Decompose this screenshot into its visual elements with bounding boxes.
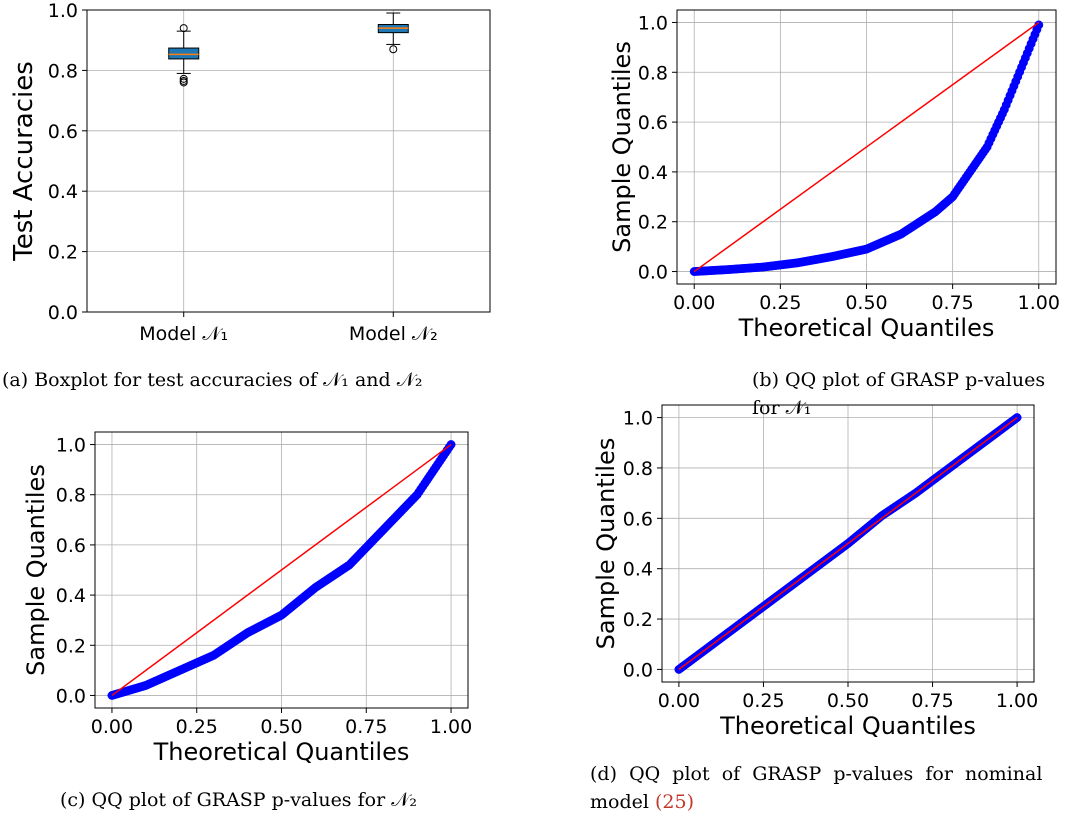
- caption-b: (b) QQ plot of GRASP p-values for 𝒩₁: [752, 369, 1046, 419]
- caption-c: (c) QQ plot of GRASP p-values for 𝒩₂: [60, 789, 418, 811]
- x-tick-label: 0.50: [260, 716, 302, 738]
- x-axis-label: Theoretical Quantiles: [719, 712, 976, 740]
- outlier-point: [179, 24, 188, 33]
- citation-link[interactable]: (25): [654, 791, 694, 813]
- outlier-point: [179, 74, 188, 83]
- y-tick-label: 0.8: [638, 62, 668, 84]
- x-tick-label: 0.00: [658, 690, 700, 712]
- y-axis-label: Sample Quantiles: [592, 438, 620, 650]
- y-tick-label: 0.2: [623, 609, 653, 631]
- x-tick-label: 0.75: [931, 292, 973, 314]
- caption-a: (a) Boxplot for test accuracies of 𝒩₁ an…: [2, 369, 423, 391]
- y-tick-label: 0.6: [56, 535, 86, 557]
- reference-line: [678, 416, 1018, 671]
- x-tick-label: 0.25: [742, 690, 784, 712]
- plot-frame: [661, 404, 1035, 683]
- x-tick-label: 0.00: [673, 292, 715, 314]
- x-tick-label: 0.50: [827, 690, 869, 712]
- x-tick-label: 1.00: [1018, 292, 1060, 314]
- y-axis-label: Sample Quantiles: [608, 41, 636, 253]
- caption-d-line2: model (25): [590, 788, 1060, 816]
- y-tick-label: 0.2: [48, 242, 78, 264]
- y-tick-label: 0.0: [638, 262, 668, 284]
- x-tick-label: 0.00: [91, 716, 133, 738]
- x-tick-label: 0.25: [176, 716, 218, 738]
- outlier-point: [389, 45, 398, 54]
- panel-d-qq-plot: 0.00 0.25 0.50 0.75 1.00 0.0 0.2 0.4 0.6 0.8 1.0 Th…: [592, 404, 1038, 740]
- caption-d: (d) QQ plot of GRASP p-values for nomina…: [590, 760, 1060, 816]
- y-tick-label: 0.4: [623, 559, 653, 581]
- y-tick-label: 0.8: [56, 485, 86, 507]
- x-axis-label: Theoretical Quantiles: [153, 738, 410, 766]
- y-tick-label: 0.2: [56, 635, 86, 657]
- x-tick-label: 0.75: [345, 716, 387, 738]
- y-tick-label: 1.0: [56, 435, 86, 457]
- y-tick-label: 0.6: [623, 508, 653, 530]
- y-tick-label: 0.4: [48, 181, 78, 203]
- x-axis-label: Theoretical Quantiles: [738, 314, 995, 342]
- box-iqr: [168, 47, 200, 60]
- x-tick-label: 0.25: [759, 292, 801, 314]
- caption-d-line1: (d) QQ plot of GRASP p-values for nomina…: [590, 763, 1043, 785]
- reference-line: [693, 21, 1040, 273]
- y-tick-label: 1.0: [638, 12, 668, 34]
- y-tick-label: 0.8: [48, 60, 78, 82]
- x-tick-label: Model 𝒩₂: [349, 323, 438, 345]
- y-tick-label: 0.0: [623, 659, 653, 681]
- x-tick-label: 0.75: [911, 690, 953, 712]
- x-tick-label: 1.00: [996, 690, 1038, 712]
- y-axis-label: Test Accuracies: [9, 61, 39, 262]
- plot-frame: [676, 9, 1057, 285]
- y-tick-label: 0.0: [56, 685, 86, 707]
- panel-a-boxplot: 0.0 0.2 0.4 0.6 0.8 1.0 Model 𝒩₁ Model 𝒩₂ Test A…: [9, 0, 491, 345]
- y-tick-label: 1.0: [623, 408, 653, 430]
- y-tick-label: 0.4: [638, 162, 668, 184]
- panel-b-qq-plot: 0.00 0.25 0.50 0.75 1.00 0.0 0.2 0.4 0.6 0.8 1.0 Th…: [608, 9, 1060, 342]
- y-tick-label: 0.4: [56, 585, 86, 607]
- y-tick-label: 0.2: [638, 212, 668, 234]
- y-tick-label: 0.6: [638, 112, 668, 134]
- y-axis-label: Sample Quantiles: [22, 464, 50, 676]
- x-tick-label: Model 𝒩₁: [139, 323, 228, 345]
- plot-frame: [94, 431, 469, 709]
- plot-frame: [86, 9, 491, 313]
- panel-c-qq-plot: 0.00 0.25 0.50 0.75 1.00 0.0 0.2 0.4 0.6 0.8 1.0 Th…: [22, 431, 472, 766]
- outlier-point: [179, 78, 188, 87]
- y-tick-label: 0.6: [48, 121, 78, 143]
- caption-d-prefix: model: [590, 791, 655, 813]
- y-tick-label: 1.0: [48, 0, 78, 22]
- x-tick-label: 1.00: [430, 716, 472, 738]
- reference-line: [111, 443, 452, 697]
- x-tick-label: 0.50: [845, 292, 887, 314]
- y-tick-label: 0.0: [48, 302, 78, 324]
- y-tick-label: 0.8: [623, 458, 653, 480]
